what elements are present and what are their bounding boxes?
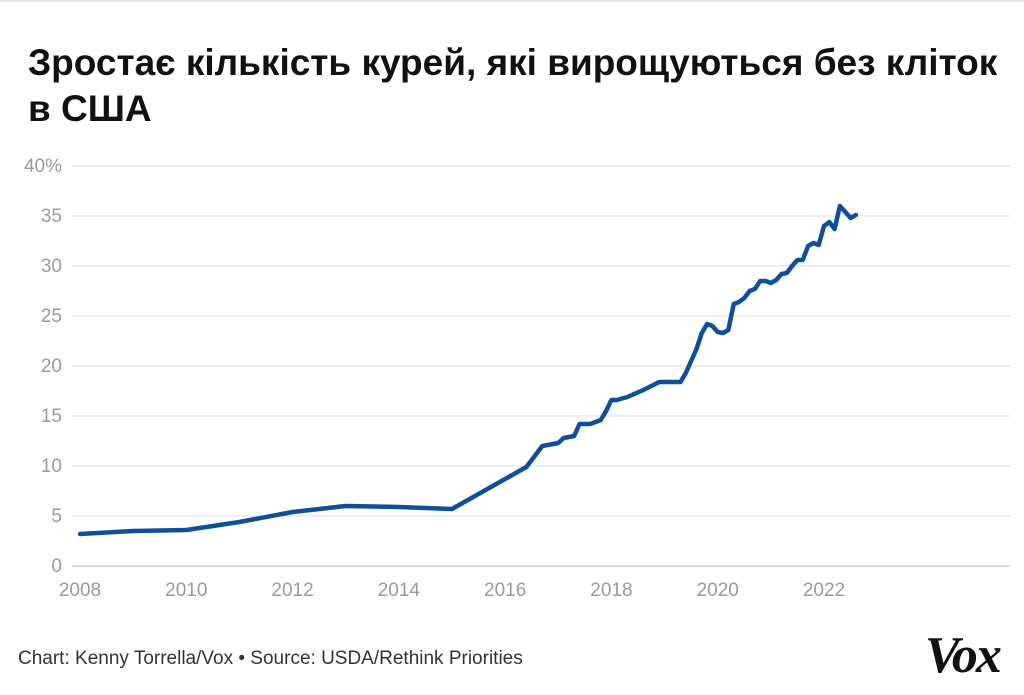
y-tick-label: 15 bbox=[41, 406, 62, 427]
y-tick-label: 30 bbox=[41, 256, 62, 277]
x-tick-label: 2018 bbox=[590, 580, 632, 601]
x-tick-label: 2010 bbox=[165, 580, 207, 601]
x-tick-label: 2020 bbox=[697, 580, 739, 601]
series-line-0 bbox=[77, 203, 859, 537]
top-divider bbox=[0, 0, 1024, 2]
y-tick-label: 25 bbox=[41, 306, 62, 327]
y-tick-label: 20 bbox=[41, 356, 62, 377]
chart-title: Зростає кількість курей, які вирощуються… bbox=[28, 42, 998, 129]
x-axis-ticks: 2008 2010 2012 2014 2016 2018 2020 2022 bbox=[59, 580, 845, 601]
y-tick-label: 40% bbox=[24, 156, 62, 177]
vox-logo: Vox bbox=[925, 627, 1002, 684]
x-tick-label: 2014 bbox=[378, 580, 421, 601]
y-tick-label: 0 bbox=[51, 556, 62, 577]
x-tick-label: 2012 bbox=[271, 580, 313, 601]
y-tick-label: 35 bbox=[41, 206, 62, 227]
x-tick-label: 2022 bbox=[803, 580, 845, 601]
source-credit: Chart: Kenny Torrella/Vox • Source: USDA… bbox=[18, 648, 523, 669]
x-tick-label: 2016 bbox=[484, 580, 526, 601]
y-tick-label: 5 bbox=[51, 506, 62, 527]
gridlines bbox=[72, 165, 1010, 567]
x-tick-label: 2008 bbox=[59, 580, 101, 601]
y-axis-ticks: 0 5 10 15 20 25 30 35 40% bbox=[24, 156, 62, 577]
series-layer bbox=[77, 203, 859, 537]
y-tick-label: 10 bbox=[41, 456, 62, 477]
